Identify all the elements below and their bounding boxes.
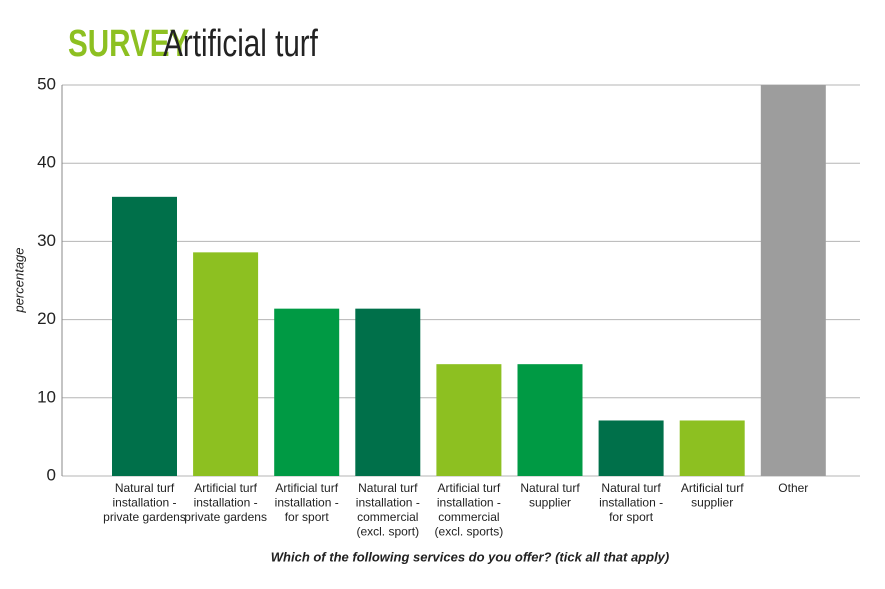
y-tick-label: 10 <box>37 387 56 406</box>
bar <box>598 420 664 476</box>
bar <box>193 252 259 476</box>
y-axis-label: percentage <box>11 247 26 313</box>
bar <box>112 196 177 477</box>
y-tick-label: 40 <box>37 153 56 172</box>
y-tick-label: 0 <box>47 465 56 484</box>
x-tick-label: Artificial turf installation -for sport <box>275 481 339 524</box>
y-tick-label: 50 <box>37 74 56 93</box>
x-axis-label: Which of the following services do you o… <box>271 549 669 564</box>
bar <box>760 85 826 476</box>
x-tick-label: Natural turf installation -for sport <box>599 481 663 524</box>
x-tick-label: Natural turf installation -private garden… <box>103 481 186 524</box>
title-tag: SURVEY <box>68 23 190 65</box>
x-tick-label: Natural turf supplier <box>520 481 580 510</box>
x-tick-label: Artificial turf supplier <box>681 481 744 510</box>
y-tick-label: 30 <box>37 231 56 250</box>
x-tick-label: Artificial turf installation -private gar… <box>184 481 267 524</box>
bar <box>355 308 421 476</box>
bar <box>436 364 502 476</box>
chart-title: Artificial turf <box>163 23 318 65</box>
x-tick-label: Other <box>778 481 808 495</box>
bar <box>679 420 745 476</box>
title-group: SURVEY Artificial turf <box>68 23 318 65</box>
x-tick-label: Artificial turf installation -commercial(… <box>435 481 504 539</box>
y-tick-label: 20 <box>37 309 56 328</box>
x-tick-label: Natural turf installation -commercial (exc… <box>356 481 420 539</box>
bar <box>274 308 340 476</box>
bar <box>517 364 583 476</box>
